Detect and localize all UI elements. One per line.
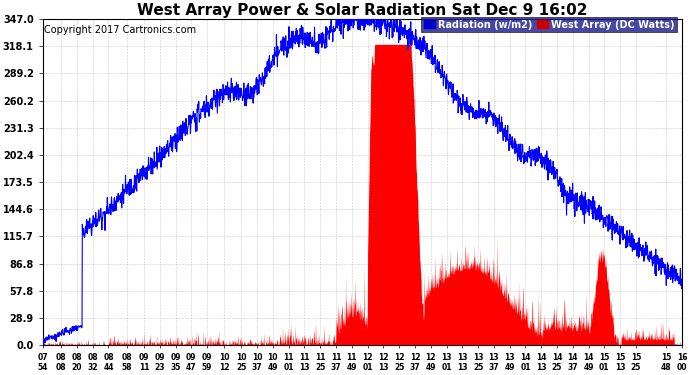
Legend: Radiation (w/m2), West Array (DC Watts): Radiation (w/m2), West Array (DC Watts) [422,17,677,32]
Text: Copyright 2017 Cartronics.com: Copyright 2017 Cartronics.com [44,26,196,36]
Title: West Array Power & Solar Radiation Sat Dec 9 16:02: West Array Power & Solar Radiation Sat D… [137,3,588,18]
